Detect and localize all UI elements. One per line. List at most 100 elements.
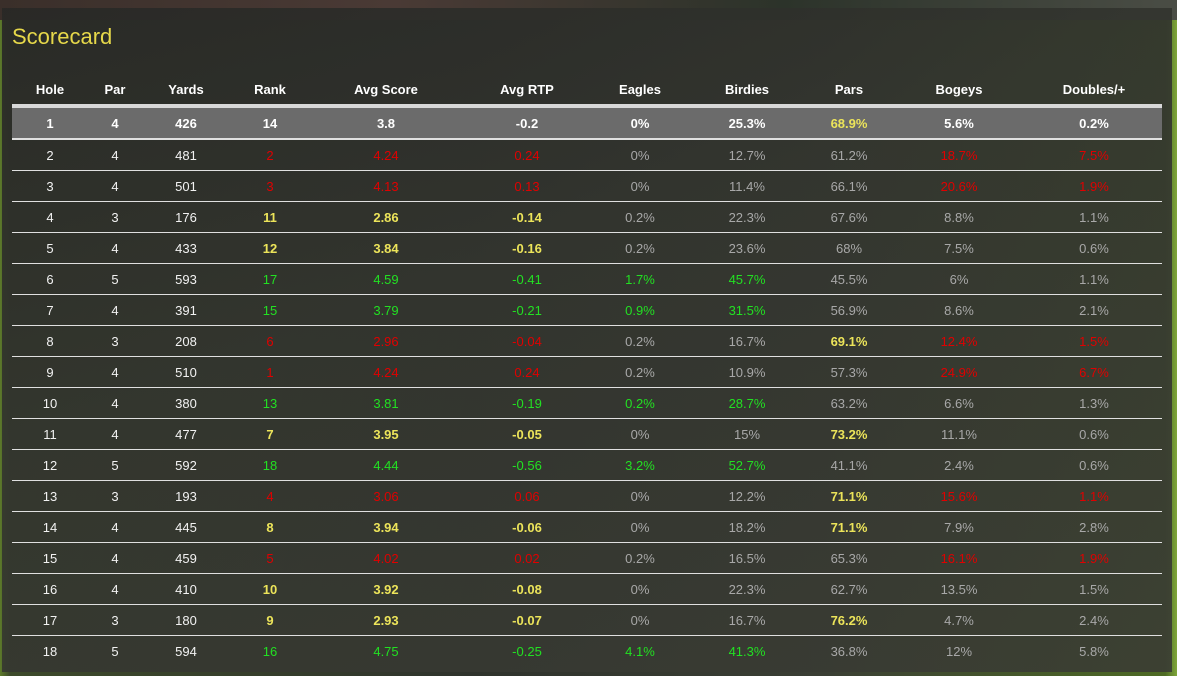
cell-doubles: 1.1% (1026, 201, 1162, 233)
table-row[interactable]: 11 4 477 7 3.95 -0.05 0% 15% 73.2% 11.1% 0.6% (12, 418, 1162, 450)
cell-rank: 11 (230, 201, 310, 233)
table-row[interactable]: 7 4 391 15 3.79 -0.21 0.9% 31.5% 56.9% 8.6% 2.1% (12, 294, 1162, 326)
cell-rank: 6 (230, 325, 310, 357)
cell-avg-score: 4.13 (310, 170, 462, 202)
cell-pars: 73.2% (806, 418, 892, 450)
cell-pars: 67.6% (806, 201, 892, 233)
cell-avg-rtp: -0.07 (462, 604, 592, 636)
cell-eagles: 0% (592, 170, 688, 202)
page-title: Scorecard (12, 24, 113, 49)
cell-par: 4 (88, 387, 142, 419)
cell-hole: 2 (12, 139, 88, 171)
cell-avg-score: 3.84 (310, 232, 462, 264)
cell-avg-score: 4.24 (310, 139, 462, 171)
cell-yards: 433 (142, 232, 230, 264)
cell-avg-rtp: 0.24 (462, 139, 592, 171)
cell-eagles: 0% (592, 106, 688, 140)
cell-bogeys: 11.1% (892, 418, 1026, 450)
cell-pars: 71.1% (806, 480, 892, 512)
cell-yards: 445 (142, 511, 230, 543)
cell-pars: 68% (806, 232, 892, 264)
cell-rank: 13 (230, 387, 310, 419)
cell-birdies: 23.6% (688, 232, 806, 264)
table-row[interactable]: 14 4 445 8 3.94 -0.06 0% 18.2% 71.1% 7.9% 2.8% (12, 511, 1162, 543)
cell-yards: 501 (142, 170, 230, 202)
cell-yards: 594 (175, 643, 197, 659)
cell-eagles: 0% (592, 480, 688, 512)
table-row[interactable]: 9 4 510 1 4.24 0.24 0.2% 10.9% 57.3% 24.9% 6.7% (12, 356, 1162, 388)
cell-doubles: 0.6% (1026, 232, 1162, 264)
cell-pars: 45.5% (806, 263, 892, 295)
cell-yards: 193 (142, 480, 230, 512)
column-header-avg-score: Avg Score (310, 74, 462, 108)
table-row[interactable]: 4 3 176 11 2.86 -0.14 0.2% 22.3% 67.6% 8.8% 1.1% (12, 201, 1162, 233)
cell-birdies: 31.5% (688, 294, 806, 326)
cell-birdies: 41.3% (728, 643, 766, 659)
table-row[interactable]: 10 4 380 13 3.81 -0.19 0.2% 28.7% 63.2% 6.6% 1.3% (12, 387, 1162, 419)
cell-par: 3 (88, 201, 142, 233)
cell-hole: 13 (12, 480, 88, 512)
cell-doubles: 2.8% (1026, 511, 1162, 543)
table-row[interactable]: 2 4 481 2 4.24 0.24 0% 12.7% 61.2% 18.7% 7.5% (12, 139, 1162, 171)
column-header-bogeys: Bogeys (892, 74, 1026, 108)
cell-yards: 593 (142, 263, 230, 295)
column-header-par: Par (88, 74, 142, 108)
cell-doubles: 6.7% (1026, 356, 1162, 388)
cell-eagles: 0% (592, 511, 688, 543)
cell-rank: 1 (230, 356, 310, 388)
cell-eagles: 0% (592, 139, 688, 171)
cell-pars: 71.1% (806, 511, 892, 543)
cell-bogeys: 12.4% (892, 325, 1026, 357)
cell-yards: 477 (142, 418, 230, 450)
cell-birdies: 18.2% (688, 511, 806, 543)
cell-hole: 16 (12, 573, 88, 605)
cell-eagles: 0.2% (592, 542, 688, 574)
cell-avg-rtp: 0.24 (462, 356, 592, 388)
cell-doubles: 1.5% (1026, 573, 1162, 605)
table-row[interactable]: 12 5 592 18 4.44 -0.56 3.2% 52.7% 41.1% 2.4% 0.6% (12, 449, 1162, 481)
cell-par: 4 (88, 511, 142, 543)
table-row[interactable]: 5 4 433 12 3.84 -0.16 0.2% 23.6% 68% 7.5% 0.6% (12, 232, 1162, 264)
cell-par: 4 (88, 139, 142, 171)
cell-rank: 15 (230, 294, 310, 326)
cell-yards: 592 (142, 449, 230, 481)
cell-doubles: 1.3% (1026, 387, 1162, 419)
cell-avg-rtp: -0.04 (462, 325, 592, 357)
table-row[interactable]: 8 3 208 6 2.96 -0.04 0.2% 16.7% 69.1% 12.4% 1.5% (12, 325, 1162, 357)
scorecard-panel: Scorecard Hole Par Yards Rank Avg Score Avg R… (2, 8, 1172, 672)
cell-bogeys: 4.7% (892, 604, 1026, 636)
cell-doubles: 0.6% (1026, 418, 1162, 450)
table-row[interactable]: 15 4 459 5 4.02 0.02 0.2% 16.5% 65.3% 16.1% 1.9% (12, 542, 1162, 574)
table-row[interactable]: 13 3 193 4 3.06 0.06 0% 12.2% 71.1% 15.6% 1.1% (12, 480, 1162, 512)
cell-par: 5 (88, 263, 142, 295)
cell-avg-score: 3.79 (310, 294, 462, 326)
cell-avg-score: 2.86 (310, 201, 462, 233)
cell-rank: 18 (230, 449, 310, 481)
cell-avg-rtp: 0.02 (462, 542, 592, 574)
cell-pars: 41.1% (806, 449, 892, 481)
cell-eagles: 0.2% (592, 387, 688, 419)
cell-birdies: 10.9% (688, 356, 806, 388)
table-row[interactable]: 17 3 180 9 2.93 -0.07 0% 16.7% 76.2% 4.7% 2.4% (12, 604, 1162, 636)
cell-eagles: 4.1% (625, 643, 655, 659)
table-row[interactable]: 3 4 501 3 4.13 0.13 0% 11.4% 66.1% 20.6% 1.9% (12, 170, 1162, 202)
cell-birdies: 12.2% (688, 480, 806, 512)
table-row[interactable]: 16 4 410 10 3.92 -0.08 0% 22.3% 62.7% 13.5% 1.5% (12, 573, 1162, 605)
cell-avg-rtp: -0.16 (462, 232, 592, 264)
cell-bogeys: 13.5% (892, 573, 1026, 605)
column-header-eagles: Eagles (592, 74, 688, 108)
cell-doubles: 1.1% (1026, 480, 1162, 512)
cell-rank: 3 (230, 170, 310, 202)
scorecard-table: Hole Par Yards Rank Avg Score Avg RTP Eagles Bi… (12, 74, 1162, 666)
cell-avg-rtp: -0.14 (462, 201, 592, 233)
cell-bogeys: 20.6% (892, 170, 1026, 202)
table-header-row: Hole Par Yards Rank Avg Score Avg RTP Eagles Bi… (12, 74, 1162, 108)
table-row[interactable]: 6 5 593 17 4.59 -0.41 1.7% 45.7% 45.5% 6% 1.1% (12, 263, 1162, 295)
table-row[interactable]: 1 4 426 14 3.8 -0.2 0% 25.3% 68.9% 5.6% 0.2% (12, 106, 1162, 140)
cell-bogeys: 16.1% (892, 542, 1026, 574)
cell-birdies: 28.7% (688, 387, 806, 419)
cell-yards: 510 (142, 356, 230, 388)
cell-avg-score: 3.81 (310, 387, 462, 419)
table-row[interactable]: 18 5 594 16 4.75 -0.25 4.1% 41.3% 36.8% 12% 5.8% (12, 636, 1162, 667)
cell-pars: 61.2% (806, 139, 892, 171)
